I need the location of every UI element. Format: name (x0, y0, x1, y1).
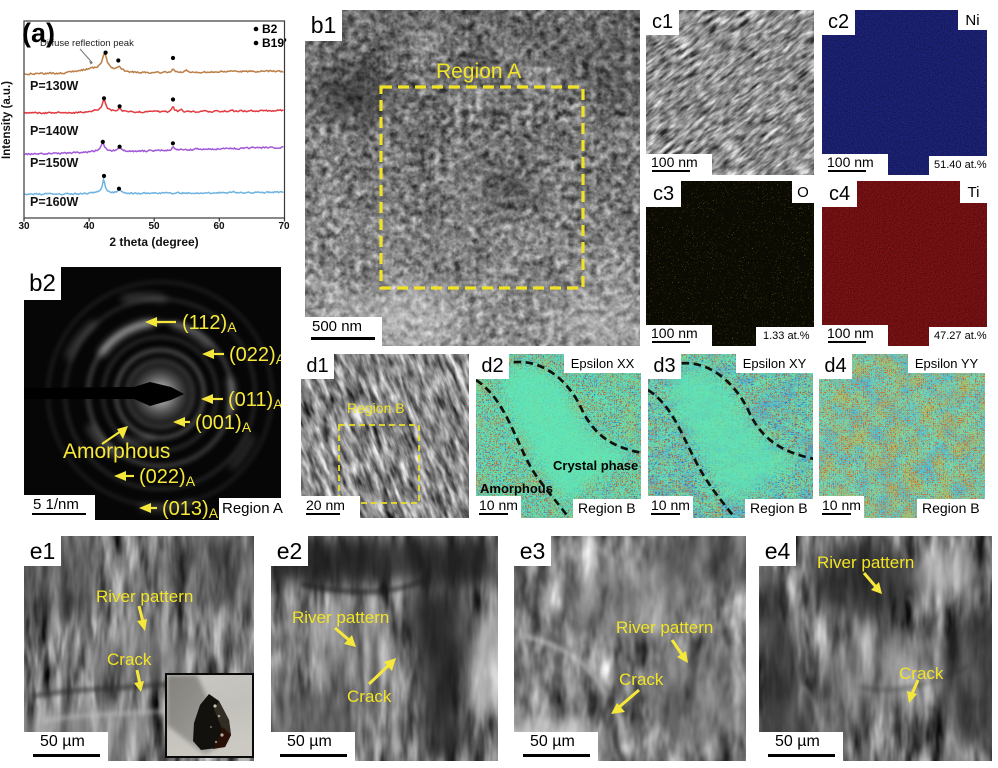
svg-text:(001)A: (001)A (195, 412, 252, 435)
svg-text:P=140W: P=140W (30, 124, 78, 138)
svg-text:(022)A: (022)A (139, 466, 196, 489)
svg-text:Intensity (a.u.): Intensity (a.u.) (1, 81, 13, 159)
svg-text:P=130W: P=130W (30, 79, 78, 93)
svg-text:B2: B2 (262, 22, 278, 36)
svg-text:(022)A: (022)A (229, 344, 281, 367)
svg-text:Diffuse reflection peak: Diffuse reflection peak (40, 38, 134, 49)
svg-text:P=160W: P=160W (30, 195, 78, 209)
svg-text:60: 60 (213, 221, 225, 232)
svg-text:(112)A: (112)A (182, 312, 237, 335)
svg-text:70: 70 (278, 221, 290, 232)
svg-text:Amorphous: Amorphous (63, 440, 170, 463)
svg-text:30: 30 (18, 221, 30, 232)
svg-text:(011)A: (011)A (228, 389, 281, 412)
svg-text:B19': B19' (262, 36, 287, 50)
svg-text:40: 40 (83, 221, 95, 232)
svg-text:P=150W: P=150W (30, 156, 78, 170)
svg-text:2 theta (degree): 2 theta (degree) (109, 235, 198, 249)
svg-text:(a): (a) (22, 18, 55, 48)
svg-text:50: 50 (148, 221, 160, 232)
svg-text:(013)A: (013)A (162, 498, 219, 520)
